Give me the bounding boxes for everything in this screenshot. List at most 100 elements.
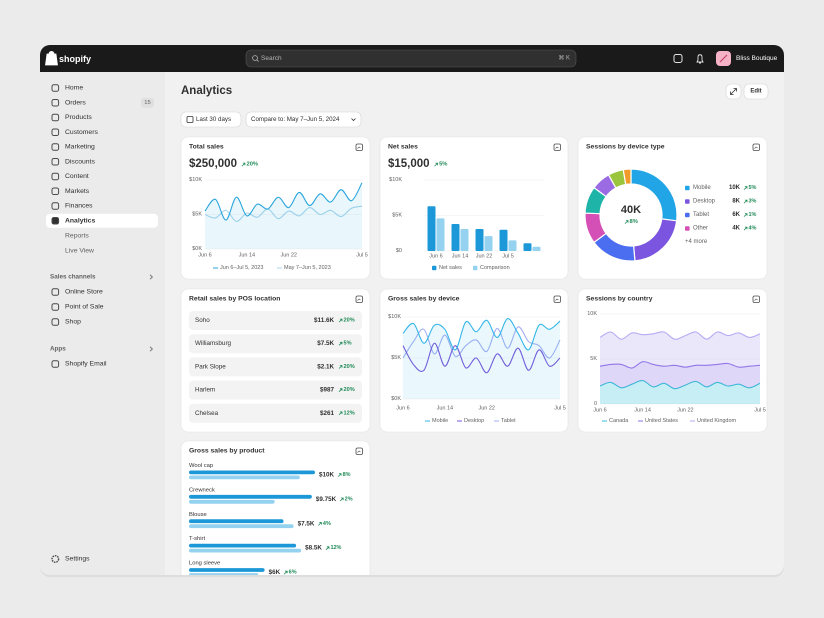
legend-label: Desktop	[464, 418, 484, 424]
card-insight-icon[interactable]	[355, 143, 363, 151]
nav-hit-area[interactable]	[46, 140, 158, 154]
nav-badge	[141, 97, 154, 108]
trend-up-icon	[434, 162, 438, 167]
x-tick-label: Jun 6	[429, 254, 442, 260]
change-label: 20%	[246, 162, 258, 168]
nav-hit-area[interactable]	[46, 81, 158, 95]
y-tick-label: 0	[594, 401, 597, 407]
section-chevron[interactable]	[149, 346, 153, 352]
bell-icon[interactable]	[696, 54, 704, 64]
product-bar	[189, 470, 315, 475]
product-bar	[189, 548, 302, 553]
card-insight-icon	[357, 298, 361, 301]
nav-hit-area[interactable]	[46, 125, 158, 139]
nav-label[interactable]: Content	[65, 173, 89, 180]
channel-label[interactable]: Shop	[65, 319, 81, 326]
subnav-label[interactable]: Reports	[65, 233, 89, 240]
date-range-button[interactable]	[180, 111, 242, 128]
logo-text: shopify	[59, 54, 91, 64]
nav-hit-area[interactable]	[46, 170, 158, 184]
legend-label: United Kingdom	[697, 418, 737, 424]
calendar-icon	[186, 116, 194, 123]
channel-label[interactable]: Point of Sale	[65, 304, 104, 311]
nav-hit-area[interactable]	[46, 184, 158, 198]
date-range-label[interactable]: Last 30 days	[196, 116, 231, 123]
store-icon[interactable]	[673, 54, 683, 63]
edit-button-label[interactable]: Edit	[750, 89, 761, 95]
table-row	[189, 311, 362, 330]
compare-button[interactable]	[245, 111, 362, 128]
series-line	[204, 182, 363, 221]
nav-label[interactable]: Products	[65, 114, 92, 121]
nav-label[interactable]: Finances	[65, 203, 93, 210]
nav-label[interactable]: Analytics	[65, 217, 95, 224]
channel-label[interactable]: Shopify Email	[65, 361, 107, 368]
x-tick-label: Jun 22	[280, 253, 297, 259]
stacked-area-edge	[599, 331, 761, 340]
x-tick-label: Jun 22	[677, 408, 694, 414]
store-name: Bliss Boutique	[736, 55, 778, 62]
bar	[499, 229, 508, 251]
trend-up-icon	[283, 570, 288, 575]
search-box[interactable]	[245, 49, 577, 68]
nav-label[interactable]: Home	[65, 85, 83, 92]
card-title: Sessions by country	[586, 296, 653, 303]
change-label: 5%	[749, 185, 757, 191]
card-insight-icon[interactable]	[752, 295, 760, 303]
page-title: Analytics	[181, 85, 232, 97]
product-name: Wool cap	[189, 463, 213, 469]
bar	[427, 206, 436, 251]
trend-up-icon	[325, 546, 330, 551]
product-bar	[189, 499, 275, 504]
card	[577, 288, 768, 433]
product-name: Blouse	[189, 512, 207, 518]
settings-label[interactable]: Settings	[65, 556, 90, 563]
legend-label: May 7–Jun 5, 2023	[284, 265, 331, 271]
avatar-glyph	[719, 54, 728, 63]
section-chevron[interactable]	[149, 274, 153, 280]
nav-label[interactable]: Discounts	[65, 158, 95, 165]
nav-label[interactable]: Customers	[65, 129, 98, 136]
nav-icon	[51, 216, 60, 225]
donut-total: 40K	[621, 204, 641, 216]
nav-label[interactable]: Orders	[65, 99, 86, 106]
trend-up-icon	[338, 411, 343, 416]
product-value: $8.5K	[305, 545, 322, 552]
search-placeholder: Search	[261, 55, 282, 62]
y-tick-label: $5K	[391, 355, 401, 361]
product-bar	[189, 524, 294, 529]
x-tick-label: Jun 22	[478, 406, 495, 412]
channel-icon	[51, 288, 60, 296]
compare-label[interactable]: Compare to: May 7–Jun 5, 2024	[251, 116, 340, 123]
donut-segment	[622, 168, 632, 186]
stacked-area-edge	[599, 361, 761, 369]
change-label: 4%	[749, 226, 757, 232]
nav-label[interactable]: Markets	[65, 188, 90, 195]
card-insight-icon	[754, 298, 758, 301]
product-name: Long sleeve	[189, 561, 220, 567]
trend-up-icon	[337, 473, 342, 477]
card-insight-icon[interactable]	[355, 295, 363, 303]
y-tick-label: $0K	[192, 246, 202, 252]
nav-label[interactable]: Marketing	[65, 144, 95, 151]
nav-hit-area[interactable]	[46, 155, 158, 169]
location-value: $261	[320, 410, 335, 417]
subnav-label[interactable]: Live View	[65, 248, 94, 255]
card-insight-icon[interactable]	[553, 295, 561, 303]
legend-more[interactable]: +4 more	[685, 239, 708, 245]
location-value: $11.6K	[314, 317, 334, 324]
stacked-area	[600, 361, 760, 389]
product-bar	[189, 573, 259, 575]
card-insight-icon[interactable]	[355, 447, 363, 455]
table-row	[189, 380, 362, 400]
edit-button[interactable]	[743, 83, 769, 100]
nav-hit-area[interactable]	[46, 214, 158, 228]
card-insight-icon[interactable]	[553, 143, 561, 151]
card-insight-icon[interactable]	[752, 143, 760, 151]
legend-label: Mobile	[693, 185, 711, 191]
bar	[523, 243, 532, 251]
nav-hit-area[interactable]	[46, 199, 158, 213]
change-label: 6%	[289, 570, 297, 576]
channel-label[interactable]: Online Store	[65, 289, 103, 296]
nav-hit-area[interactable]	[46, 111, 158, 125]
